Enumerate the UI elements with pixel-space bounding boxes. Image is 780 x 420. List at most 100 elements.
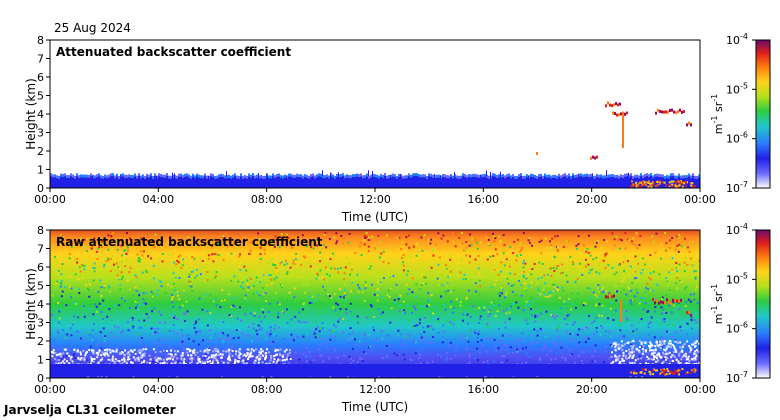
bl-speckle — [278, 173, 280, 177]
bl-speckle — [216, 175, 218, 179]
speckle — [595, 303, 598, 306]
speckle — [168, 316, 171, 319]
speckle — [646, 311, 649, 314]
speckle — [367, 236, 370, 239]
speckle — [312, 310, 315, 313]
bl-speckle — [470, 174, 472, 178]
speckle — [505, 291, 508, 294]
bl-speckle — [126, 352, 129, 355]
speckle — [161, 245, 164, 248]
speckle — [380, 252, 383, 255]
speckle — [364, 287, 367, 290]
speckle — [406, 233, 409, 236]
speckle — [553, 246, 556, 249]
speckle — [517, 238, 520, 241]
speckle — [442, 274, 445, 277]
speckle — [574, 280, 577, 283]
bl-speckle — [693, 357, 696, 360]
bl-speckle — [526, 174, 528, 178]
speckle — [378, 258, 381, 261]
bl-speckle — [648, 174, 650, 178]
bl-speckle — [630, 173, 632, 177]
speckle — [115, 360, 118, 363]
speckle — [98, 245, 101, 248]
bl-speckle — [568, 173, 570, 177]
bl-speckle — [168, 175, 170, 179]
surface-echo — [630, 371, 633, 374]
speckle — [127, 329, 130, 332]
bl-speckle — [148, 174, 150, 178]
speckle — [456, 298, 459, 301]
bl-speckle — [680, 175, 682, 179]
y-tick-label: 2 — [37, 145, 44, 158]
speckle — [156, 343, 159, 346]
bl-speckle — [79, 358, 82, 361]
bl-speckle — [448, 175, 450, 179]
cloud-echo — [686, 123, 688, 127]
speckle — [623, 255, 626, 258]
speckle — [53, 357, 56, 360]
speckle — [132, 318, 135, 321]
bl-speckle — [140, 353, 143, 356]
speckle — [80, 263, 83, 266]
speckle — [319, 251, 322, 254]
speckle — [181, 264, 184, 267]
speckle — [317, 294, 320, 297]
speckle — [264, 254, 267, 257]
speckle — [563, 256, 566, 259]
speckle — [105, 375, 108, 378]
speckle — [347, 254, 350, 257]
bl-speckle — [652, 175, 654, 179]
speckle — [653, 310, 656, 313]
bl-speckle — [640, 357, 643, 360]
speckle — [315, 277, 318, 280]
speckle — [85, 358, 88, 361]
bl-speckle — [246, 175, 248, 179]
speckle — [454, 354, 457, 357]
speckle — [134, 286, 137, 289]
speckle — [356, 250, 359, 253]
bl-spike — [400, 174, 401, 181]
speckle — [242, 287, 245, 290]
speckle — [78, 327, 81, 330]
bl-spike — [368, 170, 369, 177]
speckle — [683, 265, 686, 268]
speckle — [554, 357, 557, 360]
bl-speckle — [246, 358, 249, 361]
speckle — [365, 232, 368, 235]
speckle — [100, 311, 103, 314]
speckle — [370, 348, 373, 351]
bl-speckle — [638, 351, 641, 354]
speckle — [663, 318, 666, 321]
speckle — [648, 301, 651, 304]
bl-speckle — [62, 173, 64, 177]
speckle — [613, 273, 616, 276]
bl-speckle — [689, 346, 692, 349]
speckle — [320, 354, 323, 357]
speckle — [576, 277, 579, 280]
bl-speckle — [258, 353, 261, 356]
speckle — [438, 375, 441, 378]
speckle — [623, 260, 626, 263]
speckle — [196, 330, 199, 333]
bl-speckle — [94, 175, 96, 179]
speckle — [465, 298, 468, 301]
speckle — [268, 274, 271, 277]
speckle — [678, 308, 681, 311]
bl-speckle — [277, 358, 280, 361]
bl-speckle — [213, 356, 216, 359]
speckle — [158, 321, 161, 324]
bl-speckle — [692, 173, 694, 177]
speckle — [156, 331, 159, 334]
speckle — [468, 261, 471, 264]
speckle — [218, 244, 221, 247]
bl-speckle — [546, 175, 548, 179]
speckle — [172, 305, 175, 308]
speckle — [512, 252, 515, 255]
colorbar-tick-label: 10-5 — [726, 271, 748, 286]
speckle — [647, 323, 650, 326]
speckle — [266, 283, 269, 286]
colorbar-2: 10-410-510-610-7 m-1 sr-1 — [710, 222, 771, 385]
surface-echo — [652, 183, 655, 186]
bl-speckle — [696, 350, 699, 353]
